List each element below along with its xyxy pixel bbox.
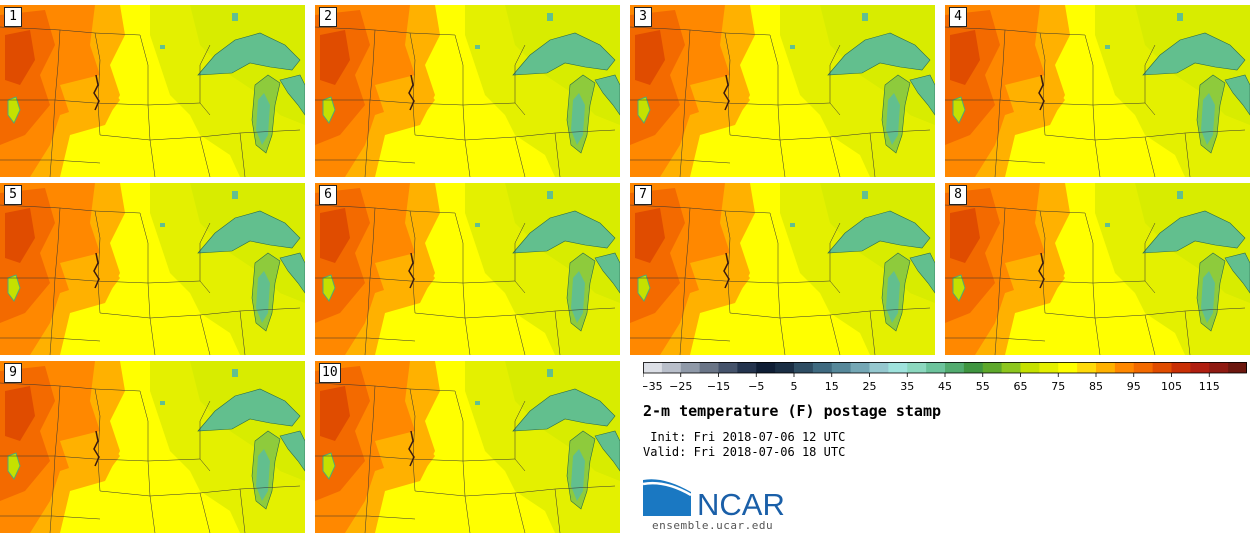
ensemble-member-panel-6: 6 (315, 183, 620, 355)
colorbar-segment (794, 362, 814, 373)
colorbar-segment (1058, 362, 1078, 373)
temperature-map (0, 361, 305, 533)
colorbar-tick-label: 15 (825, 380, 839, 393)
colorbar-tick-label: 45 (938, 380, 952, 393)
member-label: 2 (319, 7, 337, 27)
colorbar-tick-label: 35 (900, 380, 914, 393)
temperature-map (945, 183, 1250, 355)
colorbar-segment (718, 362, 738, 373)
member-label: 1 (4, 7, 22, 27)
colorbar-segment (643, 362, 663, 373)
ensemble-member-panel-1: 1 (0, 5, 305, 177)
colorbar-tick-label: 115 (1199, 380, 1220, 393)
member-label: 8 (949, 185, 967, 205)
colorbar-segment (1001, 362, 1021, 373)
colorbar-segment (982, 362, 1003, 373)
temperature-map (0, 5, 305, 177)
colorbar-segment (1190, 362, 1210, 373)
member-label: 7 (634, 185, 652, 205)
member-label: 9 (4, 363, 22, 383)
colorbar-segment (1096, 362, 1116, 373)
ensemble-member-panel-4: 4 (945, 5, 1250, 177)
colorbar-segment (1152, 362, 1172, 373)
colorbar-segment (850, 362, 870, 373)
chart-title: 2-m temperature (F) postage stamp (643, 402, 942, 420)
init-time: Init: Fri 2018-07-06 12 UTC (643, 430, 846, 444)
colorbar-tick-label: 65 (1014, 380, 1028, 393)
temperature-colorbar: −35 −25 −15 −5 5 15 25 35 45 55 65 75 85 95 105 115 (643, 362, 1247, 393)
member-label: 3 (634, 7, 652, 27)
member-label: 10 (319, 363, 341, 383)
colorbar-tick-label: −15 (707, 380, 730, 393)
colorbar-segment (869, 362, 889, 373)
colorbar-tick-label: 75 (1051, 380, 1065, 393)
colorbar-segment (775, 362, 795, 373)
colorbar-segment (963, 362, 984, 373)
colorbar-segment (1209, 362, 1229, 373)
ensemble-member-panel-10: 10 (315, 361, 620, 533)
colorbar-segment (737, 362, 757, 373)
colorbar-segment (945, 362, 965, 373)
colorbar-segment (926, 362, 946, 373)
colorbar-segment (1020, 362, 1040, 373)
ncar-logo-text: NCAR (697, 487, 785, 518)
temperature-map (315, 183, 620, 355)
ensemble-member-panel-3: 3 (630, 5, 935, 177)
colorbar-segment (1039, 362, 1059, 373)
ensemble-member-panel-5: 5 (0, 183, 305, 355)
temperature-map (315, 5, 620, 177)
colorbar-segment (661, 362, 682, 373)
member-label: 5 (4, 185, 22, 205)
colorbar-segment (1133, 362, 1154, 373)
temperature-map (0, 183, 305, 355)
temperature-map (315, 361, 620, 533)
ensemble-member-panel-2: 2 (315, 5, 620, 177)
valid-time: Valid: Fri 2018-07-06 18 UTC (643, 445, 846, 459)
temperature-map (630, 183, 935, 355)
colorbar-segment (907, 362, 927, 373)
ensemble-member-panel-7: 7 (630, 183, 935, 355)
temperature-map (945, 5, 1250, 177)
ensemble-member-panel-8: 8 (945, 183, 1250, 355)
colorbar-tick-label: 5 (791, 380, 798, 393)
colorbar-segment (699, 362, 719, 373)
ensemble-member-panel-9: 9 (0, 361, 305, 533)
colorbar-segment (831, 362, 852, 373)
colorbar-segment (680, 362, 701, 373)
colorbar-tick-label: 85 (1089, 380, 1103, 393)
member-label: 6 (319, 185, 337, 205)
colorbar-segment (812, 362, 833, 373)
colorbar-segment (756, 362, 776, 373)
site-url: ensemble.ucar.edu (652, 519, 774, 532)
colorbar-tick-label: 25 (863, 380, 877, 393)
colorbar-segment (1228, 362, 1247, 373)
colorbar-tick-label: −35 (643, 380, 663, 393)
colorbar-tick-label: −25 (669, 380, 692, 393)
colorbar-segment (1171, 362, 1191, 373)
colorbar-segment (1077, 362, 1097, 373)
colorbar-segment (1114, 362, 1135, 373)
colorbar-tick-label: −5 (748, 380, 764, 393)
member-label: 4 (949, 7, 967, 27)
colorbar-tick-label: 95 (1127, 380, 1141, 393)
temperature-map (630, 5, 935, 177)
ncar-logo: NCAR (643, 479, 785, 518)
colorbar-tick-label: 55 (976, 380, 990, 393)
colorbar-tick-label: 105 (1161, 380, 1182, 393)
colorbar-segment (888, 362, 908, 373)
